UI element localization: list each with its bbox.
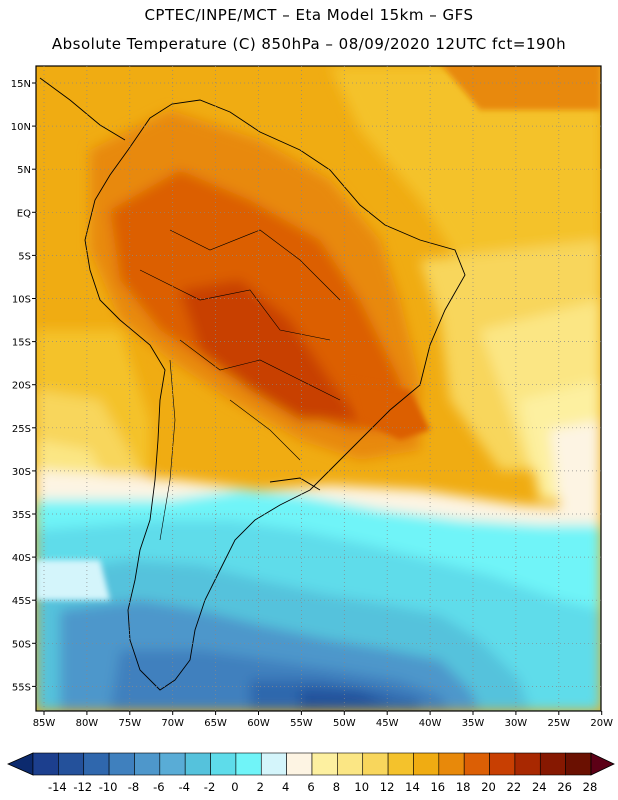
colorbar-swatch	[134, 752, 161, 776]
colorbar-swatch	[489, 752, 516, 776]
title-line-2: Absolute Temperature (C) 850hPa – 08/09/…	[51, 35, 567, 53]
axis-ticks	[32, 82, 603, 715]
border-line-3	[179, 339, 341, 401]
lon-label: 20W	[590, 718, 613, 729]
field-band-6-southwest	[36, 560, 110, 600]
border-line-1	[169, 229, 341, 301]
colorbar-label: 18	[456, 780, 471, 794]
lat-label: 50S	[12, 639, 31, 650]
colorbar-swatch	[108, 752, 135, 776]
field-band-minus12-south	[300, 690, 390, 711]
colorbar-label: 16	[430, 780, 445, 794]
colorbar: -14 -12 -10 -8 -6 -4 -2 0 2 4 6 8 10 12 14 16 18 20 22 24 26…	[7, 752, 615, 794]
temperature-field	[36, 66, 601, 711]
lat-label: 40S	[12, 553, 31, 564]
lon-label: 55W	[290, 718, 313, 729]
colorbar-swatch	[184, 752, 211, 776]
colorbar-swatch	[539, 752, 566, 776]
colorbar-swatch	[311, 752, 338, 776]
colorbar-swatch	[438, 752, 465, 776]
colorbar-label: 0	[231, 780, 238, 794]
colorbar-high-arrow	[590, 752, 615, 776]
lon-label: 65W	[204, 718, 227, 729]
colorbar-swatch	[159, 752, 186, 776]
colorbar-swatch	[32, 752, 59, 776]
colorbar-label: -12	[73, 780, 92, 794]
title-line-1: CPTEC/INPE/MCT – Eta Model 15km – GFS	[144, 6, 474, 24]
colorbar-label: 4	[282, 780, 289, 794]
lat-label: 35S	[12, 510, 31, 521]
lon-label: 45W	[376, 718, 399, 729]
lat-label: 55S	[12, 682, 31, 693]
colorbar-label: 12	[380, 780, 395, 794]
lon-label: 30W	[505, 718, 528, 729]
colorbar-label: -14	[48, 780, 67, 794]
colorbar-label: -4	[178, 780, 189, 794]
colorbar-label: -8	[128, 780, 139, 794]
lat-label: 10N	[11, 122, 31, 133]
colorbar-swatch	[565, 752, 592, 776]
colorbar-label: -10	[99, 780, 118, 794]
map-frame	[35, 65, 602, 712]
colorbar-label: -2	[204, 780, 215, 794]
lon-label: 75W	[118, 718, 141, 729]
latitude-labels: 15N 10N 5N EQ 5S 10S 15S 20S 25S 30S 35S 40S 45S 50S 5…	[11, 79, 31, 693]
lat-label: EQ	[17, 208, 31, 219]
colorbar-swatch	[210, 752, 237, 776]
colorbar-label: 20	[481, 780, 496, 794]
lon-label: 85W	[33, 718, 56, 729]
colorbar-swatch	[260, 752, 287, 776]
colorbar-label: 2	[257, 780, 264, 794]
colorbar-label: 10	[354, 780, 369, 794]
lon-label: 70W	[161, 718, 184, 729]
colorbar-swatch	[235, 752, 262, 776]
colorbar-swatch	[463, 752, 490, 776]
field-band-18-northeast	[442, 66, 601, 110]
lon-label: 60W	[247, 718, 270, 729]
colorbar-swatch	[83, 752, 110, 776]
colorbar-swatch	[514, 752, 541, 776]
colorbar-label: -6	[153, 780, 164, 794]
field-band-22-continent	[180, 280, 360, 420]
colorbar-swatch	[337, 752, 364, 776]
lon-label: 50W	[333, 718, 356, 729]
lat-label: 20S	[12, 381, 31, 392]
lon-label: 80W	[76, 718, 99, 729]
lat-label: 25S	[12, 424, 31, 435]
colorbar-label: 26	[557, 780, 572, 794]
colorbar-low-arrow	[7, 752, 34, 776]
lon-label: 25W	[547, 718, 570, 729]
colorbar-label: 8	[333, 780, 340, 794]
central-america-coast	[39, 77, 126, 141]
colorbar-label: 6	[307, 780, 314, 794]
lat-label: 45S	[12, 596, 31, 607]
lat-label: 15S	[12, 338, 31, 349]
colorbar-label: 22	[507, 780, 522, 794]
colorbar-swatch	[58, 752, 85, 776]
border-line-4	[229, 399, 301, 461]
colorbar-label: 28	[583, 780, 598, 794]
colorbar-swatch	[286, 752, 313, 776]
colorbar-label: 24	[532, 780, 547, 794]
colorbar-swatch	[387, 752, 414, 776]
colorbar-swatch	[362, 752, 389, 776]
lon-label: 35W	[462, 718, 485, 729]
lat-label: 5N	[17, 165, 31, 176]
longitude-labels: 85W 80W 75W 70W 65W 60W 55W 50W 45W 40W 35W 30W 25W 2…	[33, 718, 613, 729]
lat-label: 5S	[18, 251, 31, 262]
lat-label: 30S	[12, 467, 31, 478]
lat-label: 15N	[11, 79, 31, 90]
colorbar-swatch	[413, 752, 440, 776]
lat-label: 10S	[12, 295, 31, 306]
border-line-2	[139, 269, 331, 341]
colorbar-label: 14	[405, 780, 420, 794]
lon-label: 40W	[419, 718, 442, 729]
field-band-8-east	[550, 420, 601, 510]
rio-de-la-plata-coast	[269, 477, 321, 491]
